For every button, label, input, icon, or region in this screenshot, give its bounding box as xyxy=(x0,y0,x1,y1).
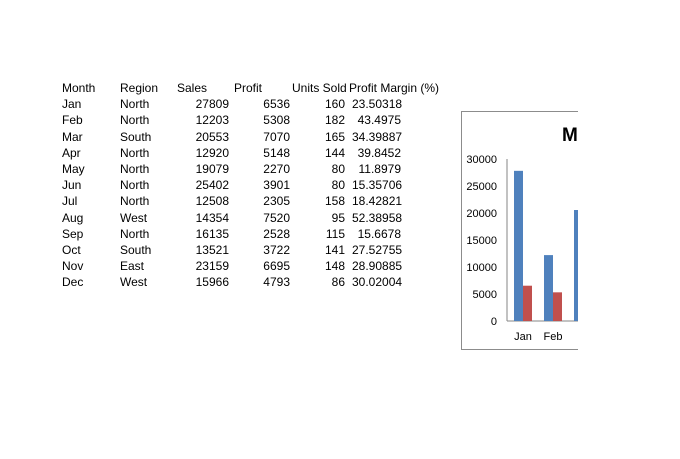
cell-region[interactable]: North xyxy=(120,226,150,241)
cell-units-sold[interactable]: 160 xyxy=(324,97,345,112)
cell-month[interactable]: Jul xyxy=(62,194,78,209)
cell-sales[interactable]: 14354 xyxy=(195,210,229,225)
cell-units-sold[interactable]: 80 xyxy=(331,161,345,176)
cell-profit[interactable]: 3901 xyxy=(263,178,290,193)
bar-jan-series-1 xyxy=(514,170,523,321)
cell-profit-margin[interactable]: 23.50318 xyxy=(352,97,403,112)
cell-profit-margin[interactable]: 30.02004 xyxy=(352,275,403,290)
cell-sales[interactable]: 25402 xyxy=(195,178,229,193)
cell-profit[interactable]: 7520 xyxy=(263,210,290,225)
cell-units-sold[interactable]: 80 xyxy=(331,178,345,193)
cell-sales[interactable]: 12508 xyxy=(195,194,229,209)
cell-profit[interactable]: 3722 xyxy=(263,242,290,257)
cell-profit[interactable]: 2305 xyxy=(263,194,290,209)
header-cell-profit-margin[interactable]: Profit Margin (%) xyxy=(349,81,440,95)
cell-region[interactable]: North xyxy=(120,194,150,209)
cell-region[interactable]: North xyxy=(120,145,150,160)
cell-sales[interactable]: 19079 xyxy=(195,161,229,176)
cell-sales[interactable]: 16135 xyxy=(195,226,229,241)
cell-month[interactable]: Nov xyxy=(62,259,84,274)
chart-plot: M050001000015000200002500030000JanFebM xyxy=(466,125,578,343)
header-cell-units-sold[interactable]: Units Sold xyxy=(292,81,347,95)
bar-feb-series-1 xyxy=(544,255,553,321)
cell-month[interactable]: Aug xyxy=(62,210,84,225)
cell-profit-margin[interactable]: 18.42821 xyxy=(352,194,403,209)
cell-month[interactable]: Jan xyxy=(62,97,82,112)
cell-month[interactable]: Jun xyxy=(62,178,82,193)
y-tick-label: 15000 xyxy=(466,235,497,247)
cell-profit[interactable]: 7070 xyxy=(263,129,290,144)
y-tick-label: 25000 xyxy=(466,181,497,193)
cell-sales[interactable]: 15966 xyxy=(195,275,229,290)
cell-sales[interactable]: 12203 xyxy=(195,113,229,128)
cell-profit-margin[interactable]: 11.8979 xyxy=(358,161,402,176)
cell-region[interactable]: South xyxy=(120,129,152,144)
cell-sales[interactable]: 27809 xyxy=(195,97,229,112)
cell-region[interactable]: North xyxy=(120,161,150,176)
cell-profit-margin[interactable]: 34.39887 xyxy=(352,129,403,144)
cell-month[interactable]: Apr xyxy=(62,145,81,160)
cell-sales[interactable]: 13521 xyxy=(195,242,229,257)
cell-sales[interactable]: 23159 xyxy=(195,259,229,274)
cell-profit-margin[interactable]: 27.52755 xyxy=(352,242,403,257)
cell-region[interactable]: North xyxy=(120,113,150,128)
cell-profit[interactable]: 6536 xyxy=(263,97,290,112)
cell-month[interactable]: Dec xyxy=(62,275,84,290)
cell-region[interactable]: North xyxy=(120,97,150,112)
cell-profit-margin[interactable]: 15.35706 xyxy=(352,178,403,193)
y-tick-label: 30000 xyxy=(466,154,497,166)
cell-profit[interactable]: 6695 xyxy=(263,259,290,274)
cell-profit-margin[interactable]: 52.38958 xyxy=(352,210,403,225)
y-tick-label: 0 xyxy=(491,316,497,328)
bar-feb-series-2 xyxy=(553,292,562,321)
cell-profit[interactable]: 2528 xyxy=(263,226,290,241)
cell-profit-margin[interactable]: 43.4975 xyxy=(357,113,401,128)
cell-units-sold[interactable]: 182 xyxy=(324,113,345,128)
chart-title: M xyxy=(562,125,578,146)
cell-units-sold[interactable]: 141 xyxy=(324,242,345,257)
y-tick-label: 5000 xyxy=(473,289,497,301)
cell-month[interactable]: Feb xyxy=(62,113,83,128)
cell-region[interactable]: East xyxy=(120,259,145,274)
x-tick-label: Jan xyxy=(514,331,532,343)
cell-profit-margin[interactable]: 39.8452 xyxy=(357,145,401,160)
cell-profit[interactable]: 5308 xyxy=(263,113,290,128)
header-cell-month[interactable]: Month xyxy=(62,81,96,95)
header-cell-sales[interactable]: Sales xyxy=(177,81,208,95)
y-tick-label: 10000 xyxy=(466,262,497,274)
cell-region[interactable]: West xyxy=(120,275,148,290)
cell-units-sold[interactable]: 115 xyxy=(325,226,345,241)
x-tick-label: Feb xyxy=(544,331,563,343)
cell-profit[interactable]: 5148 xyxy=(263,145,290,160)
header-cell-region[interactable]: Region xyxy=(120,81,159,95)
cell-profit-margin[interactable]: 28.90885 xyxy=(352,259,403,274)
bar-m-series-1 xyxy=(574,210,578,321)
cell-sales[interactable]: 12920 xyxy=(195,145,229,160)
header-cell-profit[interactable]: Profit xyxy=(234,81,263,95)
cell-month[interactable]: May xyxy=(62,161,85,176)
cell-profit[interactable]: 2270 xyxy=(263,161,290,176)
cell-month[interactable]: Mar xyxy=(62,129,83,144)
cell-month[interactable]: Oct xyxy=(62,242,81,257)
cell-units-sold[interactable]: 144 xyxy=(324,145,345,160)
cell-region[interactable]: West xyxy=(120,210,148,225)
cell-units-sold[interactable]: 86 xyxy=(331,275,345,290)
cell-month[interactable]: Sep xyxy=(62,226,84,241)
cell-sales[interactable]: 20553 xyxy=(195,129,229,144)
bar-jan-series-2 xyxy=(523,285,532,321)
cell-units-sold[interactable]: 95 xyxy=(331,210,345,225)
cell-profit-margin[interactable]: 15.6678 xyxy=(357,226,401,241)
cell-units-sold[interactable]: 158 xyxy=(324,194,345,209)
embedded-chart[interactable]: M050001000015000200002500030000JanFebM xyxy=(461,111,578,350)
cell-units-sold[interactable]: 148 xyxy=(324,259,345,274)
y-tick-label: 20000 xyxy=(466,208,497,220)
cell-units-sold[interactable]: 165 xyxy=(324,129,345,144)
cell-profit[interactable]: 4793 xyxy=(263,275,290,290)
cell-region[interactable]: South xyxy=(120,242,152,257)
cell-region[interactable]: North xyxy=(120,178,150,193)
